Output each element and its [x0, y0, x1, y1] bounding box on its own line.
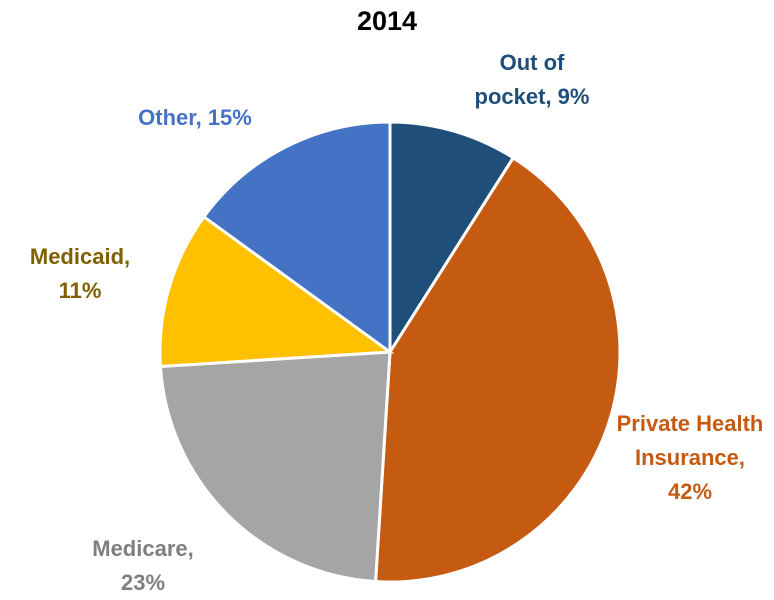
data-label: Private Health Insurance, 42%	[616, 410, 764, 505]
pie-slice	[388, 120, 516, 358]
pie-slice	[373, 155, 622, 584]
pie-slice	[201, 120, 392, 355]
data-label: Out of pocket, 9%	[474, 49, 590, 109]
data-label: Medicare, 23%	[92, 535, 194, 595]
data-label: Other, 15%	[138, 104, 252, 130]
pie-slice	[158, 350, 392, 584]
pie-slice	[158, 214, 395, 369]
chart-title: 2014	[356, 6, 418, 36]
data-label: Medicaid, 11%	[29, 243, 131, 303]
